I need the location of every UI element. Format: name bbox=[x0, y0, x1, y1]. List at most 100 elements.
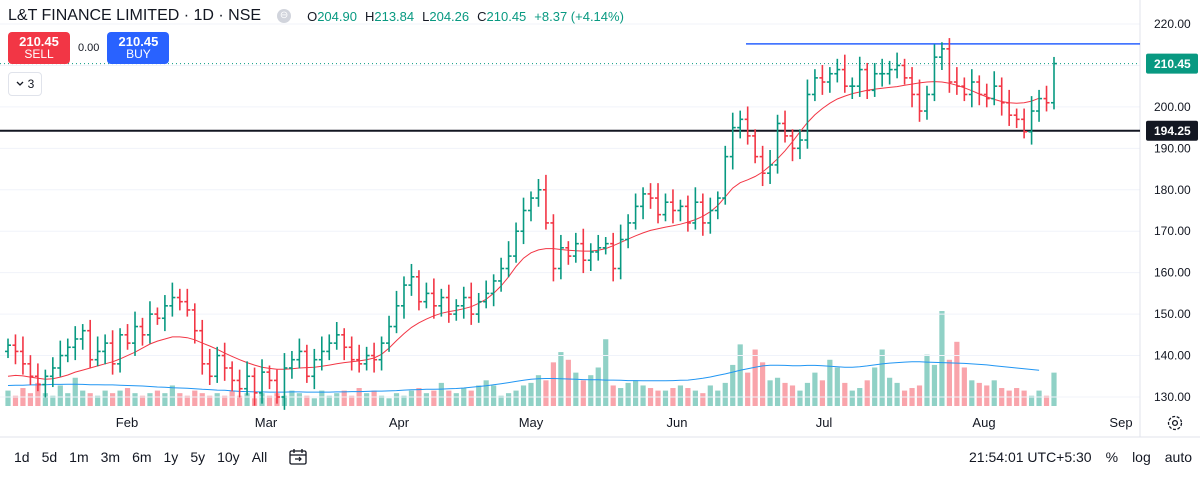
ohlc-bar bbox=[640, 187, 647, 220]
volume-bar bbox=[939, 311, 945, 406]
sell-button[interactable]: 210.45 SELL bbox=[8, 32, 70, 64]
indicators-collapse-button[interactable]: 3 bbox=[8, 72, 42, 96]
volume-bar bbox=[162, 393, 168, 406]
chart-header: L&T FINANCE LIMITED · 1D · NSE ⊖ O204.90… bbox=[8, 6, 624, 26]
ohlc-bar bbox=[430, 278, 437, 319]
ohlc-bar bbox=[102, 334, 109, 365]
volume-bar bbox=[453, 393, 459, 406]
volume-bar bbox=[633, 380, 639, 406]
volume-bar bbox=[438, 382, 444, 406]
volume-bar bbox=[760, 362, 766, 406]
svg-text:194.25: 194.25 bbox=[1154, 124, 1191, 138]
range-1y[interactable]: 1y bbox=[163, 449, 179, 465]
volume-bar bbox=[692, 390, 698, 406]
volume-bar bbox=[334, 393, 340, 406]
range-1m[interactable]: 1m bbox=[69, 449, 89, 465]
ohlc-bar bbox=[1021, 108, 1028, 139]
volume-bar bbox=[752, 349, 758, 406]
ohlc-bar bbox=[894, 52, 901, 79]
volume-bar bbox=[169, 385, 175, 406]
volume-bar bbox=[214, 393, 220, 406]
ohlc-bar bbox=[311, 348, 318, 390]
time-axis: Feb Mar Apr May Jun Jul Aug Sep bbox=[0, 415, 1200, 438]
buy-button[interactable]: 210.45 BUY bbox=[107, 32, 170, 64]
ohlc-bar bbox=[1043, 85, 1050, 112]
volume-bar bbox=[393, 393, 400, 406]
ohlc-bar bbox=[303, 344, 310, 383]
ohlc-bar bbox=[251, 367, 258, 406]
volume-bar bbox=[304, 395, 310, 406]
ohlc-bar bbox=[759, 145, 766, 187]
chevron-down-icon bbox=[16, 81, 24, 86]
volume-bar bbox=[154, 390, 161, 406]
ohlc-bar bbox=[669, 189, 676, 224]
volume-bar bbox=[573, 372, 579, 406]
ohlc-bar bbox=[124, 324, 131, 350]
ohlc-bar bbox=[19, 336, 26, 375]
ohlc-bar bbox=[871, 62, 878, 97]
range-10y[interactable]: 10y bbox=[217, 449, 240, 465]
volume-bar bbox=[35, 382, 41, 406]
log-toggle[interactable]: log bbox=[1132, 449, 1151, 465]
ohlc-bar bbox=[744, 106, 751, 145]
volume-bar bbox=[132, 393, 138, 406]
date-range-button[interactable] bbox=[287, 446, 309, 468]
range-6m[interactable]: 6m bbox=[132, 449, 152, 465]
ohlc-bar bbox=[953, 67, 960, 95]
volume-ma-line bbox=[7, 361, 1040, 393]
volume-bar bbox=[662, 390, 669, 406]
volume-bar bbox=[468, 390, 474, 406]
ohlc-bar bbox=[184, 288, 191, 317]
range-3m[interactable]: 3m bbox=[100, 449, 121, 465]
ohlc-bar bbox=[677, 199, 684, 222]
volume-bar bbox=[110, 393, 116, 406]
volume-bar bbox=[797, 390, 803, 406]
volume-bar bbox=[229, 390, 235, 406]
volume-bar bbox=[745, 372, 751, 406]
volume-bar bbox=[610, 385, 616, 406]
volume-bar bbox=[894, 382, 900, 406]
range-5d[interactable]: 5d bbox=[41, 449, 58, 465]
ohlc-bar bbox=[199, 319, 206, 375]
gear-icon[interactable] bbox=[1166, 414, 1184, 432]
range-5y[interactable]: 5y bbox=[190, 449, 206, 465]
y-tick-label: 160.00 bbox=[1154, 266, 1191, 280]
last-price-badge: 210.45 bbox=[1146, 53, 1198, 74]
range-1d[interactable]: 1d bbox=[14, 449, 30, 465]
volume-bar bbox=[349, 395, 355, 406]
ohlc-bar bbox=[356, 344, 363, 373]
ohlc-bar bbox=[12, 334, 19, 365]
volume-bar bbox=[520, 385, 527, 406]
ohlc-bar bbox=[266, 365, 273, 390]
ohlc-bar bbox=[460, 286, 467, 319]
ohlc-bar bbox=[699, 193, 706, 236]
percent-toggle[interactable]: % bbox=[1105, 449, 1119, 465]
volume-bar bbox=[946, 359, 952, 406]
volume-bar bbox=[65, 393, 71, 406]
volume-bar bbox=[102, 390, 108, 406]
ohlc-bar bbox=[490, 274, 497, 307]
ohlc-bar bbox=[244, 361, 251, 396]
ohlc-bar bbox=[288, 350, 295, 379]
volume-bar bbox=[677, 385, 684, 406]
auto-toggle[interactable]: auto bbox=[1164, 449, 1192, 465]
ohlc-bar bbox=[117, 328, 124, 373]
ohlc-bar bbox=[348, 336, 355, 371]
ohlc-bar bbox=[341, 328, 348, 361]
volume-bar bbox=[774, 377, 781, 406]
ohlc-bar bbox=[513, 222, 520, 263]
ohlc-bar bbox=[296, 338, 303, 369]
y-tick-label: 140.00 bbox=[1154, 349, 1191, 363]
range-All[interactable]: All bbox=[251, 449, 268, 465]
toggle-icon[interactable]: ⊖ bbox=[277, 9, 292, 23]
volume-bar bbox=[491, 385, 497, 406]
volume-bar bbox=[603, 339, 609, 406]
symbol-title[interactable]: L&T FINANCE LIMITED · 1D · NSE bbox=[8, 7, 262, 24]
volume-bar bbox=[976, 382, 982, 406]
ohlc-bar bbox=[916, 79, 923, 122]
ohlc-bar bbox=[371, 342, 378, 373]
volume-bar bbox=[535, 375, 542, 406]
volume-bar bbox=[483, 380, 489, 406]
ohlc-bar bbox=[273, 369, 280, 404]
